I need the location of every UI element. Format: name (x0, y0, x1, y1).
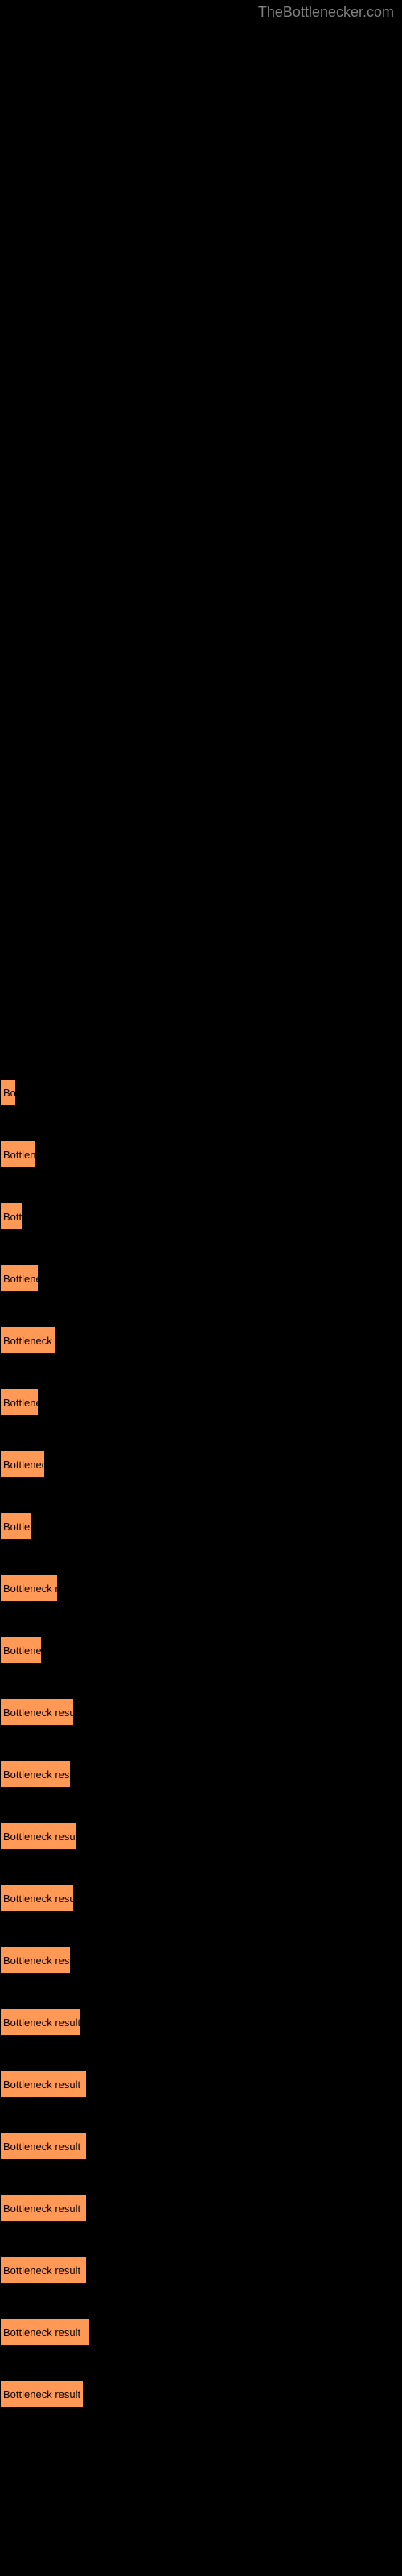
watermark-text: TheBottlenecker.com (258, 4, 394, 21)
bar-label: Bottleneck re (3, 1335, 56, 1347)
bar-6: Bottleneck (0, 1451, 45, 1478)
bar-row: Bottlenec (0, 1637, 402, 1664)
bar-label: Bottleneck result (3, 1769, 71, 1781)
bar-row: Bottleneck re (0, 1575, 402, 1602)
bar-row: Bottlene (0, 1265, 402, 1292)
bar-row: Bottleneck result (0, 2318, 402, 2346)
bar-label: Bottleneck result (3, 1955, 71, 1967)
bar-row: Bottleneck result (0, 2194, 402, 2222)
bar-row: Bottleneck result (0, 2256, 402, 2284)
bar-row: Bottleneck result (0, 1823, 402, 1850)
bar-row: Bottlen (0, 1513, 402, 1540)
bar-chart: Bo Bottlene Bott Bottlene Bottleneck re … (0, 0, 402, 2408)
bar-label: Bottlene (3, 1149, 35, 1161)
bar-label: Bottleneck result (3, 1831, 77, 1843)
bar-label: Bottleneck result (3, 2202, 80, 2215)
bar-label: Bottleneck result (3, 2326, 80, 2339)
bar-label: Bottlene (3, 1273, 39, 1285)
bar-label: Bottleneck result (3, 2388, 80, 2401)
bar-label: Bo (3, 1087, 16, 1099)
bar-3: Bottlene (0, 1265, 39, 1292)
bar-7: Bottlen (0, 1513, 32, 1540)
bar-5: Bottlene (0, 1389, 39, 1416)
bar-10: Bottleneck result (0, 1699, 74, 1726)
bar-label: Bottleneck result (3, 2017, 80, 2029)
bar-label: Bottlene (3, 1397, 39, 1409)
bar-label: Bottleneck result (3, 2079, 80, 2091)
bar-label: Bott (3, 1211, 22, 1223)
bar-row: Bottleneck result (0, 2070, 402, 2098)
bar-0: Bo (0, 1079, 16, 1106)
bar-row: Bott (0, 1203, 402, 1230)
bar-row: Bottleneck result (0, 2008, 402, 2036)
bar-label: Bottlen (3, 1521, 32, 1533)
bar-11: Bottleneck result (0, 1761, 71, 1788)
bar-row: Bo (0, 1079, 402, 1106)
bar-16: Bottleneck result (0, 2070, 87, 2098)
bar-row: Bottleneck result (0, 1946, 402, 1974)
bar-row: Bottlene (0, 1141, 402, 1168)
bar-row: Bottleneck (0, 1451, 402, 1478)
bar-row: Bottlene (0, 1389, 402, 1416)
bar-18: Bottleneck result (0, 2194, 87, 2222)
bar-label: Bottleneck result (3, 1893, 74, 1905)
bar-8: Bottleneck re (0, 1575, 58, 1602)
bar-row: Bottleneck result (0, 1761, 402, 1788)
bar-row: Bottleneck re (0, 1327, 402, 1354)
bar-label: Bottleneck result (3, 1707, 74, 1719)
bar-14: Bottleneck result (0, 1946, 71, 1974)
bar-21: Bottleneck result (0, 2380, 84, 2408)
bar-12: Bottleneck result (0, 1823, 77, 1850)
bar-4: Bottleneck re (0, 1327, 56, 1354)
bar-row: Bottleneck result (0, 1699, 402, 1726)
bar-row: Bottleneck result (0, 2380, 402, 2408)
bar-label: Bottleneck (3, 1459, 45, 1471)
bar-row: Bottleneck result (0, 1885, 402, 1912)
bar-row: Bottleneck result (0, 2132, 402, 2160)
bar-label: Bottleneck result (3, 2140, 80, 2153)
bar-15: Bottleneck result (0, 2008, 80, 2036)
bar-19: Bottleneck result (0, 2256, 87, 2284)
bar-label: Bottlenec (3, 1645, 42, 1657)
bar-label: Bottleneck re (3, 1583, 58, 1595)
bar-9: Bottlenec (0, 1637, 42, 1664)
bar-20: Bottleneck result (0, 2318, 90, 2346)
bar-17: Bottleneck result (0, 2132, 87, 2160)
bar-label: Bottleneck result (3, 2264, 80, 2277)
bar-1: Bottlene (0, 1141, 35, 1168)
bar-13: Bottleneck result (0, 1885, 74, 1912)
bar-2: Bott (0, 1203, 23, 1230)
